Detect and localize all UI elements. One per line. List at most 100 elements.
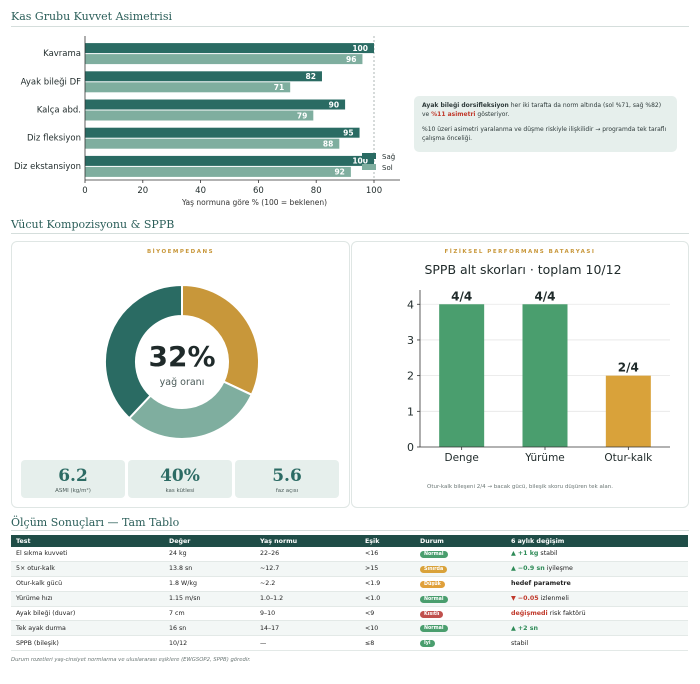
donut-center-label: yağ oranı	[160, 377, 205, 388]
table-cell-test: Tek ayak durma	[11, 620, 164, 637]
bar-right	[85, 99, 346, 110]
change-value: −0.05	[517, 595, 539, 603]
bar-left	[85, 166, 351, 177]
col-header: Eşik	[360, 535, 415, 547]
note-highlight: %11 asimetri	[431, 111, 476, 118]
table-row: El sıkma kuvveti 24 kg 22–26 <16 Normal ▲ +1 …	[11, 547, 688, 562]
table-row: SPPB (bileşik) 10/12— ≤8 İyi stabil	[11, 635, 688, 652]
asymmetry-chart: Kavrama 100 96 Ayak bileği DF 82 71 Kalça abd.…	[14, 36, 400, 207]
table-cell-test: Otur-kalk gücü	[11, 576, 164, 592]
sppb-bar	[605, 375, 651, 447]
panel-title-bioimpedance: BİYOEMPEDANS	[146, 249, 215, 255]
bar-right	[85, 155, 374, 166]
table-cell-change: ▼ −0.05 izlenmeli	[506, 591, 688, 607]
change-value: +1 kg	[517, 550, 539, 558]
table-cell-threshold: <1.0	[360, 591, 415, 607]
status-badge: İyi	[420, 640, 435, 648]
sppb-bar-label: 4/4	[451, 289, 472, 303]
col-header: Durum	[415, 535, 506, 547]
table-header-row: Test Değer Yaş normu Eşik Durum 6 aylık …	[11, 535, 688, 547]
sppb-bar-label: 4/4	[534, 289, 555, 303]
stat-value: 5.6	[272, 466, 302, 486]
y-tick-label: 0	[407, 441, 414, 454]
table-cell-value: 10/12	[164, 635, 255, 652]
donut-center-value: 32%	[148, 340, 215, 373]
note-emphasis: Ayak bileği dorsifleksiyon	[422, 102, 509, 109]
x-tick-label: 80	[311, 186, 322, 196]
trend-up-icon: ▲	[511, 624, 516, 632]
section-divider	[11, 530, 689, 531]
status-badge: Sınırda	[420, 565, 448, 573]
change-note: izlenmeli	[538, 595, 569, 603]
table-cell-change: ▲ +2 sn	[506, 620, 688, 637]
sppb-bar	[439, 304, 485, 447]
y-tick-label: 1	[407, 405, 414, 418]
table-row: 5× otur-kalk 13.8 sn ~12.7 >15 Sınırda ▲ −0.9…	[11, 561, 688, 577]
table-cell-value: 7 cm	[164, 606, 255, 622]
table-cell-change: ▲ −0.9 sn iyileşme	[506, 561, 688, 577]
table-cell-value: 24 kg	[164, 547, 255, 562]
table-cell-status: Kısıtlı	[415, 606, 506, 622]
stat-muscle: 40% kas kütlesi	[128, 460, 232, 498]
table-cell-norm: ~2.2	[255, 576, 360, 592]
status-badge: Normal	[420, 625, 448, 633]
table-cell-value: 13.8 sn	[164, 561, 255, 577]
trend-up-icon: ▲	[511, 550, 516, 558]
table-cell-threshold: >15	[360, 561, 415, 577]
bar-value-label: 82	[306, 72, 316, 81]
y-tick-label: 4	[407, 298, 414, 311]
x-tick-label: Denge	[445, 452, 479, 464]
trend-down-icon: ▼	[511, 595, 516, 603]
status-badge: Normal	[420, 595, 448, 603]
category-label: Kalça abd.	[37, 106, 81, 116]
table-cell-threshold: <1.9	[360, 576, 415, 592]
table-cell-norm: 14–17	[255, 620, 360, 637]
body-composition-donut: 32% yağ oranı	[104, 283, 260, 440]
change-value: −0.9 sn	[517, 565, 545, 573]
table-cell-change: hedef parametre	[506, 576, 688, 592]
section-title-asymmetry: Kas Grubu Kuvvet Asimetrisi	[11, 10, 172, 23]
change-value: değişmedi	[511, 610, 548, 617]
change-note: risk faktörü	[547, 610, 586, 617]
bar-right	[85, 127, 360, 138]
note-paragraph-2: %10 üzeri asimetri yaralanma ve düşme ri…	[422, 126, 667, 142]
stat-value: 40%	[160, 466, 200, 486]
category-label: Kavrama	[43, 49, 81, 59]
table-row: Ayak bileği (duvar) 7 cm 9–10 <9 Kısıtlı deği…	[11, 606, 688, 622]
table-cell-status: İyi	[415, 635, 506, 652]
bar-value-label: 92	[334, 168, 344, 177]
note-paragraph-1: Ayak bileği dorsifleksiyon her iki taraf…	[422, 101, 669, 119]
table-row: Yürüme hızı 1.15 m/sn 1.0–1.2 <1.0 Normal ▼ −…	[11, 591, 688, 607]
bar-left	[85, 82, 291, 93]
donut-slice-kas	[127, 380, 254, 440]
stat-label: kas kütlesi	[165, 488, 195, 494]
col-header: Test	[11, 535, 164, 547]
table-cell-status: Düşük	[415, 576, 506, 592]
table-cell-change: ▲ +1 kg stabil	[506, 547, 688, 562]
bar-left	[85, 54, 363, 65]
results-table: Test Değer Yaş normu Eşik Durum 6 aylık …	[11, 535, 688, 652]
sppb-bar	[522, 304, 568, 447]
table-cell-test: 5× otur-kalk	[11, 561, 164, 577]
table-cell-norm: —	[255, 635, 360, 652]
bar-right	[85, 43, 374, 54]
table-cell-threshold: <9	[360, 606, 415, 622]
x-tick-label: 40	[195, 186, 206, 196]
change-note: stabil	[538, 550, 558, 558]
table-cell-norm: ~12.7	[255, 561, 360, 577]
bar-left	[85, 138, 340, 149]
col-header: Değer	[164, 535, 255, 547]
table-cell-threshold: <16	[360, 547, 415, 562]
legend-label: Sağ	[382, 153, 395, 161]
table-cell-value: 1.8 W/kg	[164, 576, 255, 592]
table-row: Otur-kalk gücü 1.8 W/kg ~2.2 <1.9 Düşük hedef…	[11, 576, 688, 592]
panel-title-sppb: FİZİKSEL PERFORMANS BATARYASI	[444, 249, 596, 255]
bar-value-label: 88	[323, 140, 333, 149]
table-cell-threshold: <10	[360, 620, 415, 637]
stat-phase-angle: 5.6 faz açısı	[235, 460, 339, 498]
table-cell-test: El sıkma kuvveti	[11, 547, 164, 562]
legend-swatch	[362, 164, 376, 170]
section-title-results: Ölçüm Sonuçları — Tam Tablo	[11, 516, 180, 529]
bar-value-label: 79	[297, 111, 307, 120]
x-tick-label: Yürüme	[524, 452, 565, 464]
